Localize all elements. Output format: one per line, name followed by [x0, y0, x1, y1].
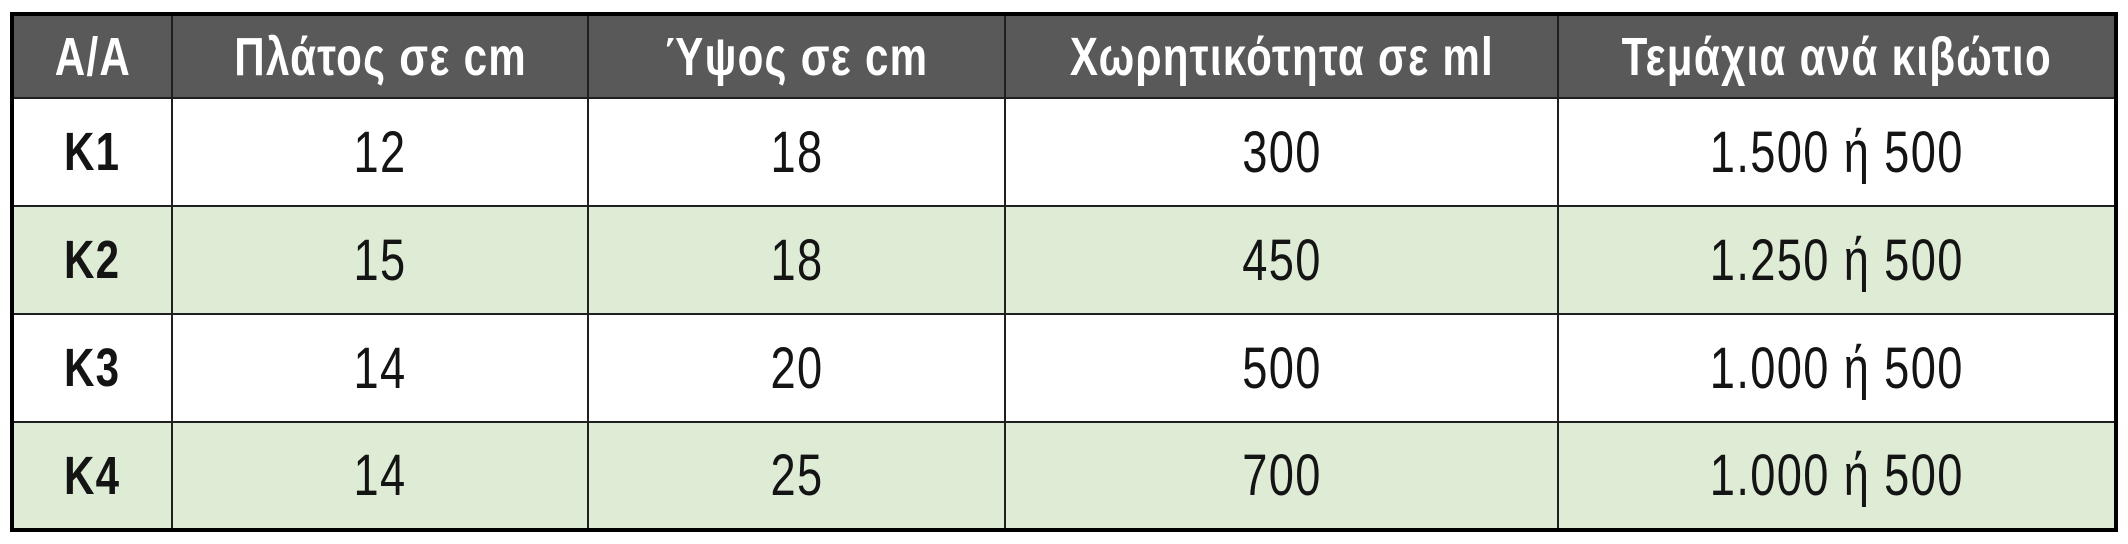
row-id-cell: K2 [11, 205, 173, 315]
width-value: 12 [353, 119, 407, 185]
row-id-cell: K3 [11, 313, 173, 423]
width-cell: 14 [170, 313, 590, 423]
header-label-height: Ύψος σε cm [664, 26, 929, 87]
capacity-value: 450 [1241, 227, 1322, 293]
header-cell-height: Ύψος σε cm [587, 13, 1007, 99]
row-id-cell: K4 [11, 421, 173, 531]
pieces-value: 1.500 ή 500 [1709, 119, 1964, 185]
header-cell-width: Πλάτος σε cm [170, 13, 590, 99]
header-cell-pieces: Τεμάχια ανά κιβώτιο [1557, 13, 2117, 99]
pieces-value: 1.000 ή 500 [1709, 335, 1964, 401]
pieces-value: 1.000 ή 500 [1709, 443, 1964, 508]
capacity-cell: 700 [1004, 421, 1560, 531]
pieces-cell: 1.250 ή 500 [1557, 205, 2117, 315]
capacity-value: 700 [1241, 443, 1322, 508]
width-value: 14 [353, 443, 407, 508]
header-label-width: Πλάτος σε cm [233, 26, 527, 87]
packaging-spec-table: A/A Πλάτος σε cm Ύψος σε cm Χωρητικότητα… [10, 12, 2118, 532]
header-label-pieces: Τεμάχια ανά κιβώτιο [1621, 26, 2052, 87]
height-cell: 18 [587, 205, 1007, 315]
height-cell: 18 [587, 97, 1007, 207]
height-cell: 20 [587, 313, 1007, 423]
row-id-label: K4 [64, 445, 121, 506]
pieces-cell: 1.000 ή 500 [1557, 421, 2117, 531]
capacity-cell: 300 [1004, 97, 1560, 207]
width-cell: 14 [170, 421, 590, 531]
width-value: 14 [353, 335, 407, 401]
pieces-cell: 1.000 ή 500 [1557, 313, 2117, 423]
header-label-aa: A/A [54, 26, 131, 87]
width-value: 15 [353, 227, 407, 293]
table-row-k4: K4 14 25 700 1.000 ή 500 [11, 421, 2117, 531]
capacity-value: 300 [1241, 119, 1322, 185]
table-row-k2: K2 15 18 450 1.250 ή 500 [11, 205, 2117, 315]
header-row: A/A Πλάτος σε cm Ύψος σε cm Χωρητικότητα… [11, 13, 2117, 99]
header-cell-capacity: Χωρητικότητα σε ml [1004, 13, 1560, 99]
pieces-value: 1.250 ή 500 [1709, 227, 1964, 293]
width-cell: 12 [170, 97, 590, 207]
row-id-cell: K1 [11, 97, 173, 207]
row-id-label: K3 [64, 338, 121, 398]
capacity-cell: 450 [1004, 205, 1560, 315]
capacity-value: 500 [1241, 335, 1322, 401]
height-value: 25 [770, 443, 824, 508]
height-value: 20 [770, 335, 824, 401]
header-cell-aa: A/A [11, 13, 173, 99]
pieces-cell: 1.500 ή 500 [1557, 97, 2117, 207]
height-value: 18 [770, 119, 824, 185]
table-row-k3: K3 14 20 500 1.000 ή 500 [11, 313, 2117, 423]
table-row-k1: K1 12 18 300 1.500 ή 500 [11, 97, 2117, 207]
header-label-capacity: Χωρητικότητα σε ml [1069, 26, 1494, 87]
height-value: 18 [770, 227, 824, 293]
height-cell: 25 [587, 421, 1007, 531]
row-id-label: K2 [64, 230, 121, 290]
capacity-cell: 500 [1004, 313, 1560, 423]
width-cell: 15 [170, 205, 590, 315]
row-id-label: K1 [64, 122, 121, 182]
